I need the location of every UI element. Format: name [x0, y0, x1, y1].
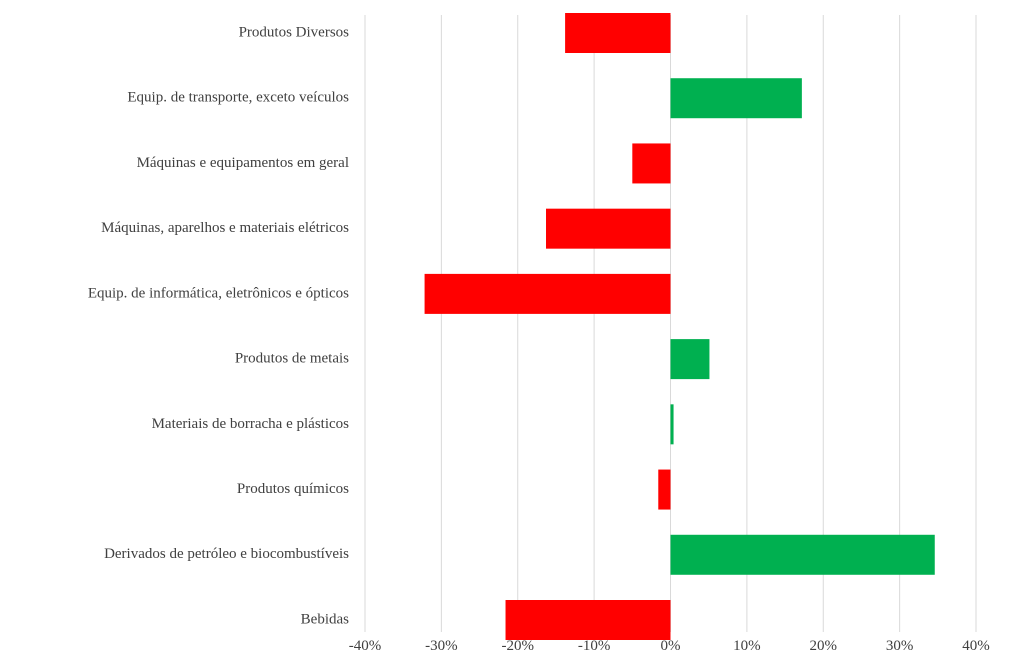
x-axis-tick-labels: -40% -30% -20% -10% 0% 10% 20% 30% 40%	[349, 638, 990, 654]
category-label: Equip. de transporte, exceto veículos	[127, 90, 349, 106]
bar	[546, 208, 671, 249]
x-tick-label: 10%	[733, 638, 761, 654]
bar	[670, 339, 710, 380]
bar	[632, 143, 671, 184]
category-label: Bebidas	[301, 611, 349, 627]
category-label: Máquinas e equipamentos em geral	[137, 155, 349, 171]
category-label: Equip. de informática, eletrônicos e ópt…	[88, 285, 349, 301]
category-labels: Produtos Diversos Equip. de transporte, e…	[88, 24, 349, 627]
category-label: Produtos de metais	[235, 351, 349, 367]
bar	[658, 469, 671, 510]
x-tick-label: -10%	[578, 638, 611, 654]
bar	[670, 78, 802, 119]
x-tick-label: 0%	[661, 638, 681, 654]
bar-layer	[424, 13, 935, 640]
x-tick-label: -30%	[425, 638, 458, 654]
x-tick-label: -20%	[502, 638, 535, 654]
bar	[424, 273, 671, 314]
category-label: Produtos Diversos	[239, 24, 350, 40]
x-tick-label: 20%	[810, 638, 838, 654]
x-tick-label: 40%	[962, 638, 990, 654]
bar	[505, 600, 671, 640]
bar	[670, 534, 935, 575]
category-label: Derivados de petróleo e biocombustíveis	[104, 546, 349, 562]
x-tick-label: 30%	[886, 638, 914, 654]
bar	[565, 13, 671, 53]
bar	[670, 404, 674, 445]
category-label: Máquinas, aparelhos e materiais elétrico…	[101, 220, 349, 236]
x-tick-label: -40%	[349, 638, 382, 654]
category-label: Materiais de borracha e plásticos	[152, 416, 350, 432]
category-label: Produtos químicos	[237, 481, 349, 497]
